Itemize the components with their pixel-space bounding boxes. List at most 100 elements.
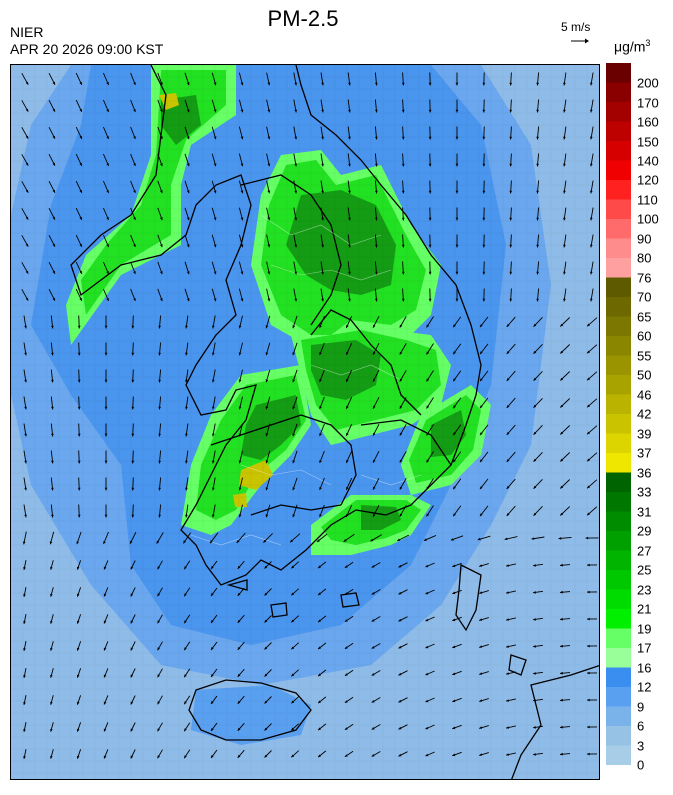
- coastline-outline: [70, 65, 599, 779]
- wind-vector-head: [533, 323, 537, 327]
- colorbar-bin: [606, 375, 631, 395]
- wind-vector-head: [76, 755, 80, 759]
- wind-vector-head: [240, 109, 244, 113]
- wind-vector-head: [104, 352, 108, 356]
- wind-vector-head: [453, 486, 456, 490]
- wind-vector-head: [267, 82, 271, 86]
- wind-vector-head: [321, 298, 324, 302]
- wind-vector-head: [375, 244, 378, 248]
- wind-vector-head: [240, 244, 244, 248]
- wind-vector-head: [264, 673, 268, 677]
- wind-vector-head: [52, 135, 55, 139]
- wind-vector-head: [506, 564, 509, 567]
- colorbar-tick-label: 150: [637, 134, 659, 149]
- wind-vector-head: [399, 486, 403, 490]
- wind-vector-head: [590, 217, 593, 221]
- wind-vector-head: [50, 701, 53, 705]
- wind-vector-head: [452, 618, 456, 622]
- wind-vector-head: [509, 217, 513, 221]
- wind-vector-head: [401, 217, 405, 221]
- wind-vector-head: [533, 377, 537, 381]
- wind-vector-head: [103, 728, 107, 732]
- wind-vector-head: [428, 82, 432, 86]
- wind-vector-head: [533, 404, 537, 408]
- wind-vector-head: [294, 82, 298, 86]
- wind-vector-head: [321, 244, 324, 248]
- wind-vector-head: [560, 725, 563, 729]
- wind-vector-head: [560, 590, 563, 594]
- wind-vector-head: [25, 81, 29, 85]
- wind-vector-head: [76, 541, 79, 545]
- wind-vector-head: [587, 512, 590, 516]
- wind-vector-head: [213, 109, 217, 113]
- wind-vector-head: [426, 324, 430, 328]
- wind-vector-head: [157, 674, 160, 678]
- wind-vector-head: [240, 217, 244, 221]
- wind-vector-head: [210, 540, 213, 544]
- wind-vector-head: [590, 271, 593, 275]
- wind-vector-head: [318, 754, 321, 758]
- wind-vector-head: [292, 514, 296, 518]
- colorbar-tick-label: 37: [637, 445, 652, 461]
- wind-vector-head: [321, 190, 324, 194]
- colorbar-tick-label: 80: [637, 250, 652, 266]
- wind-vector-head: [344, 646, 348, 649]
- wind-vector-head: [51, 514, 54, 518]
- pm25-map[interactable]: [10, 64, 600, 780]
- wind-vector-head: [264, 727, 268, 731]
- wind-vector-head: [24, 406, 27, 410]
- colorbar-bin: [606, 550, 631, 571]
- wind-vector-head: [264, 700, 268, 704]
- wind-vector-head: [76, 620, 80, 624]
- wind-vector-head: [211, 647, 214, 650]
- wind-vector-head: [590, 136, 593, 140]
- wind-vector-head: [291, 646, 295, 650]
- wind-vector-head: [399, 432, 403, 436]
- colorbar-tick-label: 70: [637, 289, 652, 305]
- wind-vector-head: [106, 82, 109, 85]
- wind-vector-head: [346, 378, 349, 382]
- colorbar-bin: [606, 472, 631, 493]
- wind-vector-head: [267, 136, 271, 140]
- wind-vector-head: [52, 162, 55, 166]
- wind-vector-head: [52, 243, 55, 247]
- wind-vector-head: [184, 701, 187, 705]
- colorbar-tick-labels: 200 170 160 150 140 120 110 100 90 80 76 70 65 60 55 50…: [637, 63, 673, 772]
- wind-vector-head: [480, 513, 483, 517]
- wind-vector-head: [506, 351, 510, 354]
- wind-vector-head: [292, 325, 296, 329]
- wind-vector-head: [480, 351, 483, 355]
- wind-vector-head: [133, 190, 136, 193]
- wind-vector-head: [371, 727, 375, 730]
- wind-vector-head: [425, 726, 429, 730]
- wind-vector-head: [533, 618, 536, 621]
- wind-vector-head: [399, 459, 403, 463]
- wind-vector-head: [211, 728, 214, 731]
- wind-vector-head: [531, 537, 535, 540]
- colorbar-bin: [606, 316, 631, 337]
- wind-vector-head: [560, 671, 563, 675]
- wind-vector-head: [291, 673, 295, 677]
- wind-vector-head: [453, 513, 456, 517]
- wind-vector-head: [103, 674, 107, 678]
- wind-vector-head: [371, 700, 375, 703]
- colorbar-bin: [606, 277, 631, 298]
- wind-vector-head: [106, 298, 109, 301]
- wind-vector-head: [213, 163, 217, 167]
- wind-vector-head: [131, 352, 135, 356]
- wind-vector-head: [479, 753, 483, 756]
- wind-vector-head: [536, 190, 539, 194]
- wind-vector-head: [455, 190, 459, 194]
- colorbar-tick-label: 39: [637, 426, 652, 442]
- wind-vector-head: [186, 244, 190, 248]
- wind-vector-head: [455, 298, 459, 302]
- wind-vector-head: [133, 82, 136, 85]
- wind-vector-head: [480, 432, 483, 436]
- wind-vector-head: [52, 216, 55, 220]
- wind-vector-head: [130, 620, 134, 624]
- wind-vector-head: [292, 352, 296, 356]
- wind-vector-head: [399, 351, 403, 355]
- wind-vector-head: [509, 271, 513, 275]
- wind-vector-head: [316, 539, 320, 542]
- wind-vector-head: [477, 537, 481, 541]
